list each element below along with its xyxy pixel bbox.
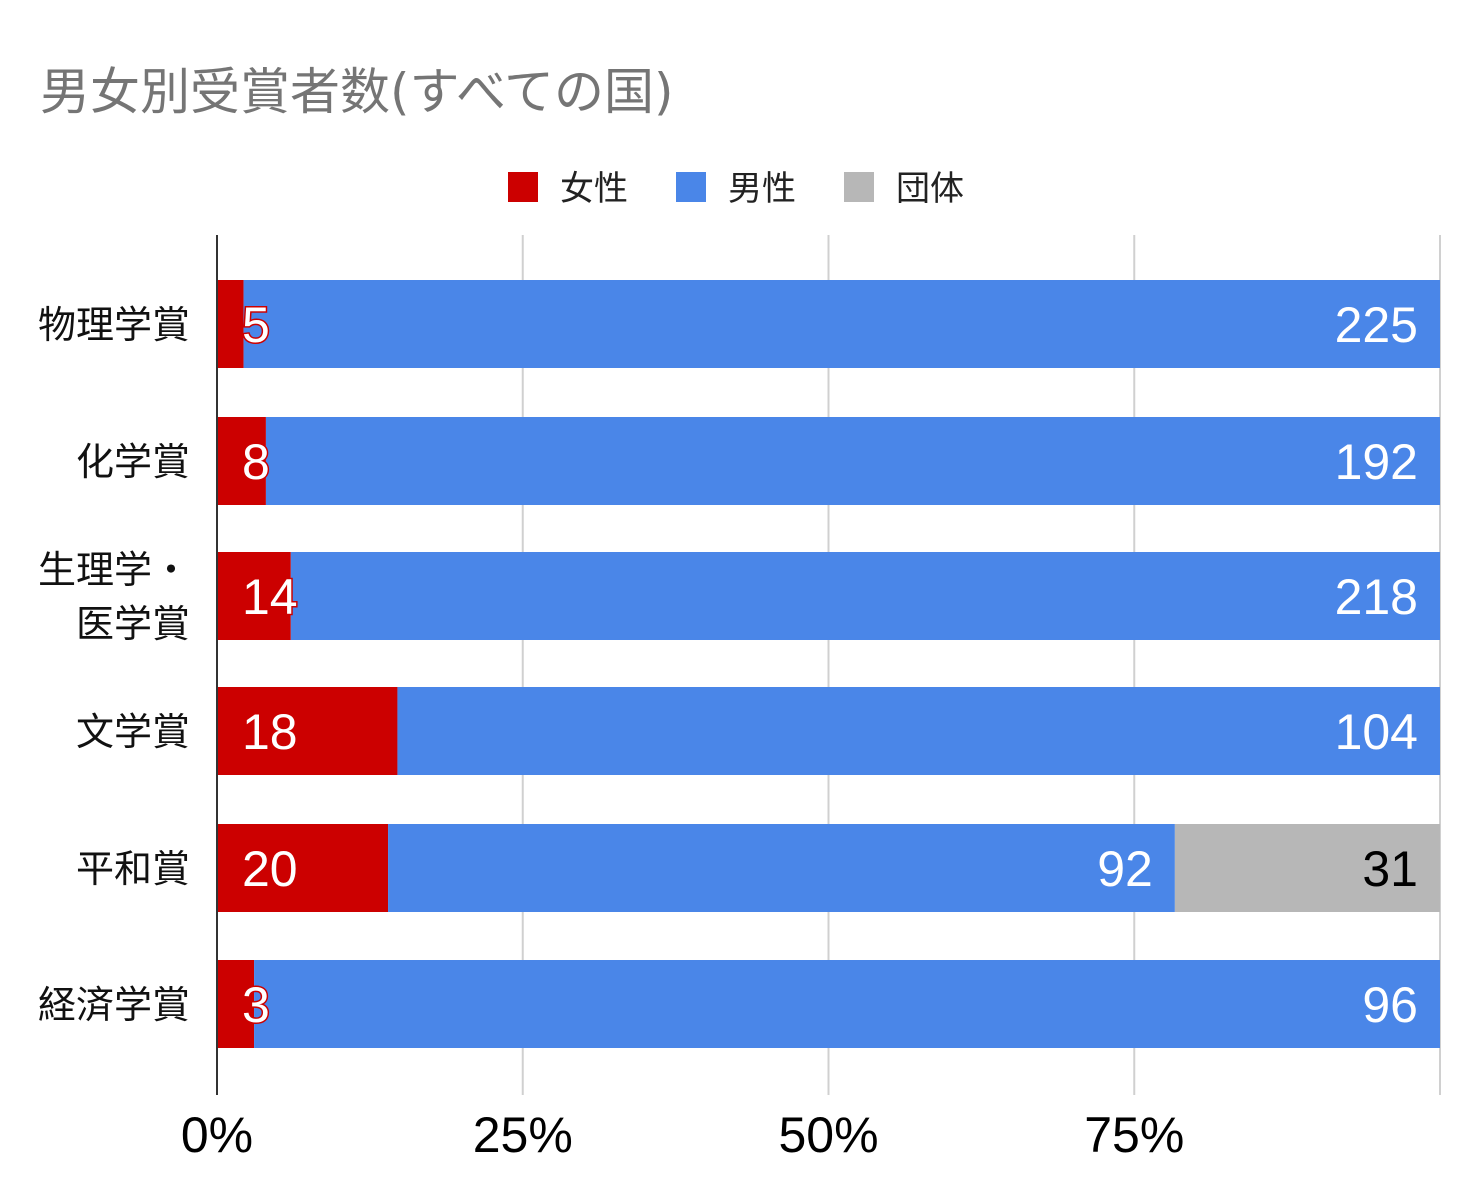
data-label: 31	[1362, 841, 1418, 897]
legend-swatch	[676, 172, 706, 202]
data-label: 5	[242, 297, 270, 353]
bar-segment	[217, 960, 255, 1048]
category-label: 経済学賞	[38, 983, 190, 1027]
bar-segment	[1174, 824, 1440, 912]
legend-swatch	[844, 172, 874, 202]
bar-segment	[388, 824, 1175, 912]
bar-segment	[217, 552, 291, 640]
bar-segment	[217, 417, 266, 505]
x-tick-label: 50%	[778, 1107, 878, 1163]
data-label: 104	[1335, 704, 1418, 760]
data-label: 96	[1362, 977, 1418, 1033]
legend-label: 男性	[728, 169, 796, 209]
legend-label: 女性	[560, 169, 628, 209]
data-label: 8	[242, 434, 270, 490]
bar-segment	[397, 687, 1440, 775]
legend-label: 団体	[896, 169, 964, 209]
data-label: 218	[1335, 569, 1418, 625]
x-tick-label: 75%	[1084, 1107, 1184, 1163]
bar-segment	[217, 280, 244, 368]
category-label: 文学賞	[76, 710, 190, 754]
category-label: 医学賞	[76, 602, 190, 646]
data-label: 20	[242, 841, 298, 897]
x-tick-label: 25%	[473, 1107, 573, 1163]
bar-segment	[243, 280, 1441, 368]
category-label: 平和賞	[76, 847, 190, 891]
legend-swatch	[508, 172, 538, 202]
bar-segment	[217, 824, 389, 912]
category-label: 生理学・	[38, 548, 190, 592]
category-label: 化学賞	[76, 440, 190, 484]
x-tick-label: 0%	[181, 1107, 253, 1163]
category-label: 物理学賞	[38, 303, 190, 347]
data-label: 192	[1335, 434, 1418, 490]
data-label: 225	[1335, 297, 1418, 353]
bar-segment	[290, 552, 1440, 640]
bar-segment	[254, 960, 1441, 1048]
chart-title: 男女別受賞者数(すべての国)	[40, 63, 674, 121]
bar-segment	[217, 687, 398, 775]
bar-segment	[265, 417, 1440, 505]
data-label: 3	[242, 977, 270, 1033]
data-label: 92	[1097, 841, 1153, 897]
data-label: 14	[242, 569, 298, 625]
data-label: 18	[242, 704, 298, 760]
